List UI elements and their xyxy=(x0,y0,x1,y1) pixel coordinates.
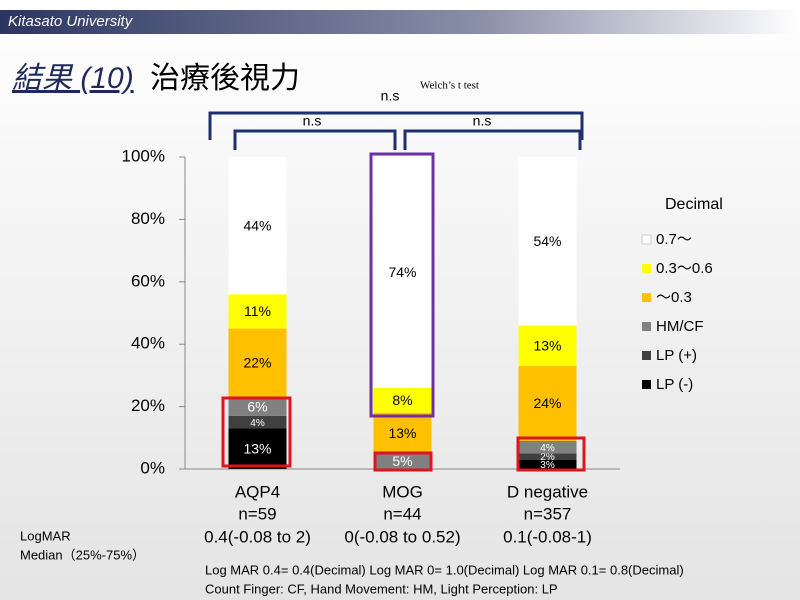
value-label: 13% xyxy=(243,440,271,456)
highlight-box xyxy=(516,436,586,472)
value-label: 13% xyxy=(533,337,561,353)
highlight-box xyxy=(373,451,433,472)
title-part: 結果 (10) xyxy=(12,62,134,95)
legend-swatch xyxy=(642,293,651,302)
test-label: Welch’s t test xyxy=(420,80,479,92)
ns-label: n.s xyxy=(473,113,492,129)
legend-swatch xyxy=(642,322,651,331)
median-value: 0(-0.08 to 0.52) xyxy=(344,527,460,546)
legend-label: HM/CF xyxy=(656,318,704,335)
bracket xyxy=(233,129,397,150)
bar-segment xyxy=(228,328,287,398)
bar-segment xyxy=(518,440,577,454)
n-label: n=357 xyxy=(524,504,572,523)
value-label: 6% xyxy=(247,398,267,414)
y-tick-label: 20% xyxy=(131,396,165,415)
legend-swatch xyxy=(642,380,651,389)
title-part: 治療後視力 xyxy=(150,62,300,95)
bar-segment xyxy=(518,459,577,469)
highlight-box xyxy=(221,396,292,468)
y-tick-label: 60% xyxy=(131,271,165,290)
legend-swatch xyxy=(641,234,652,245)
header-text: Kitasato University xyxy=(8,13,134,30)
bracket xyxy=(403,129,582,150)
footnote: Count Finger: CF, Hand Movement: HM, Lig… xyxy=(205,581,558,596)
bar-segment xyxy=(373,387,432,413)
bar-segment xyxy=(518,366,577,441)
bar-segment xyxy=(228,397,287,416)
bar-segment xyxy=(373,453,432,469)
x-tick-label: D negative xyxy=(507,482,588,501)
value-label: 2% xyxy=(540,452,555,463)
value-label: 4% xyxy=(540,443,555,454)
legend-label: 〜0.3 xyxy=(656,289,692,306)
plot: 0% 20% 40% 60% 80% 100% 13% 4% 6% 22% 11% 44% AQP4 n=… xyxy=(122,146,723,546)
bar-segment xyxy=(518,325,577,367)
bar-segment xyxy=(518,453,577,460)
legend-swatch xyxy=(642,351,651,360)
highlight-box xyxy=(369,152,435,418)
bar-segment xyxy=(228,294,287,329)
value-label: 22% xyxy=(243,355,271,371)
ns-label: n.s xyxy=(303,113,322,129)
x-tick-label: MOG xyxy=(382,482,423,501)
median-label: Median（25%-75%） xyxy=(20,547,145,562)
value-label: 4% xyxy=(250,418,265,429)
legend-label: LP (+) xyxy=(656,347,697,364)
y-tick-label: 0% xyxy=(140,458,165,477)
n-label: n=44 xyxy=(383,504,421,523)
bar-segment xyxy=(373,412,432,454)
bar-segment xyxy=(518,157,577,326)
brackets xyxy=(208,111,584,150)
value-label: 13% xyxy=(388,425,416,441)
slide-title: 結果 (10) 治療後視力 xyxy=(12,62,300,95)
legend-label: LP (-) xyxy=(656,376,693,393)
legend-title: Decimal xyxy=(665,196,723,213)
value-label: 8% xyxy=(392,392,412,408)
value-label: 74% xyxy=(388,264,416,280)
value-label: 5% xyxy=(392,453,412,469)
legend-label: 0.3〜0.6 xyxy=(656,260,713,277)
value-label: 24% xyxy=(533,395,561,411)
value-label: 44% xyxy=(243,217,271,233)
value-label: 54% xyxy=(533,233,561,249)
y-tick-label: 80% xyxy=(131,209,165,228)
bar-segment xyxy=(373,157,432,388)
bracket xyxy=(208,111,584,140)
ns-label: n.s xyxy=(381,88,400,104)
value-label: 3% xyxy=(540,460,555,471)
footnote: Log MAR 0.4= 0.4(Decimal) Log MAR 0= 1.0… xyxy=(205,562,684,577)
n-label: n=59 xyxy=(238,504,276,523)
median-value: 0.4(-0.08 to 2) xyxy=(204,527,311,546)
legend-swatch xyxy=(642,264,651,273)
x-tick-label: AQP4 xyxy=(235,482,280,501)
bar-segment xyxy=(228,157,287,295)
value-label: 11% xyxy=(244,303,271,319)
header-bar xyxy=(0,10,800,34)
bar-segment xyxy=(228,415,287,429)
highlight-boxes xyxy=(221,152,586,472)
y-tick-label: 100% xyxy=(122,146,165,165)
bar-segment xyxy=(228,428,287,469)
legend-label: 0.7〜 xyxy=(656,231,692,248)
logmar-label: LogMAR xyxy=(20,528,71,543)
y-tick-label: 40% xyxy=(131,334,165,353)
median-value: 0.1(-0.08-1) xyxy=(503,527,592,546)
